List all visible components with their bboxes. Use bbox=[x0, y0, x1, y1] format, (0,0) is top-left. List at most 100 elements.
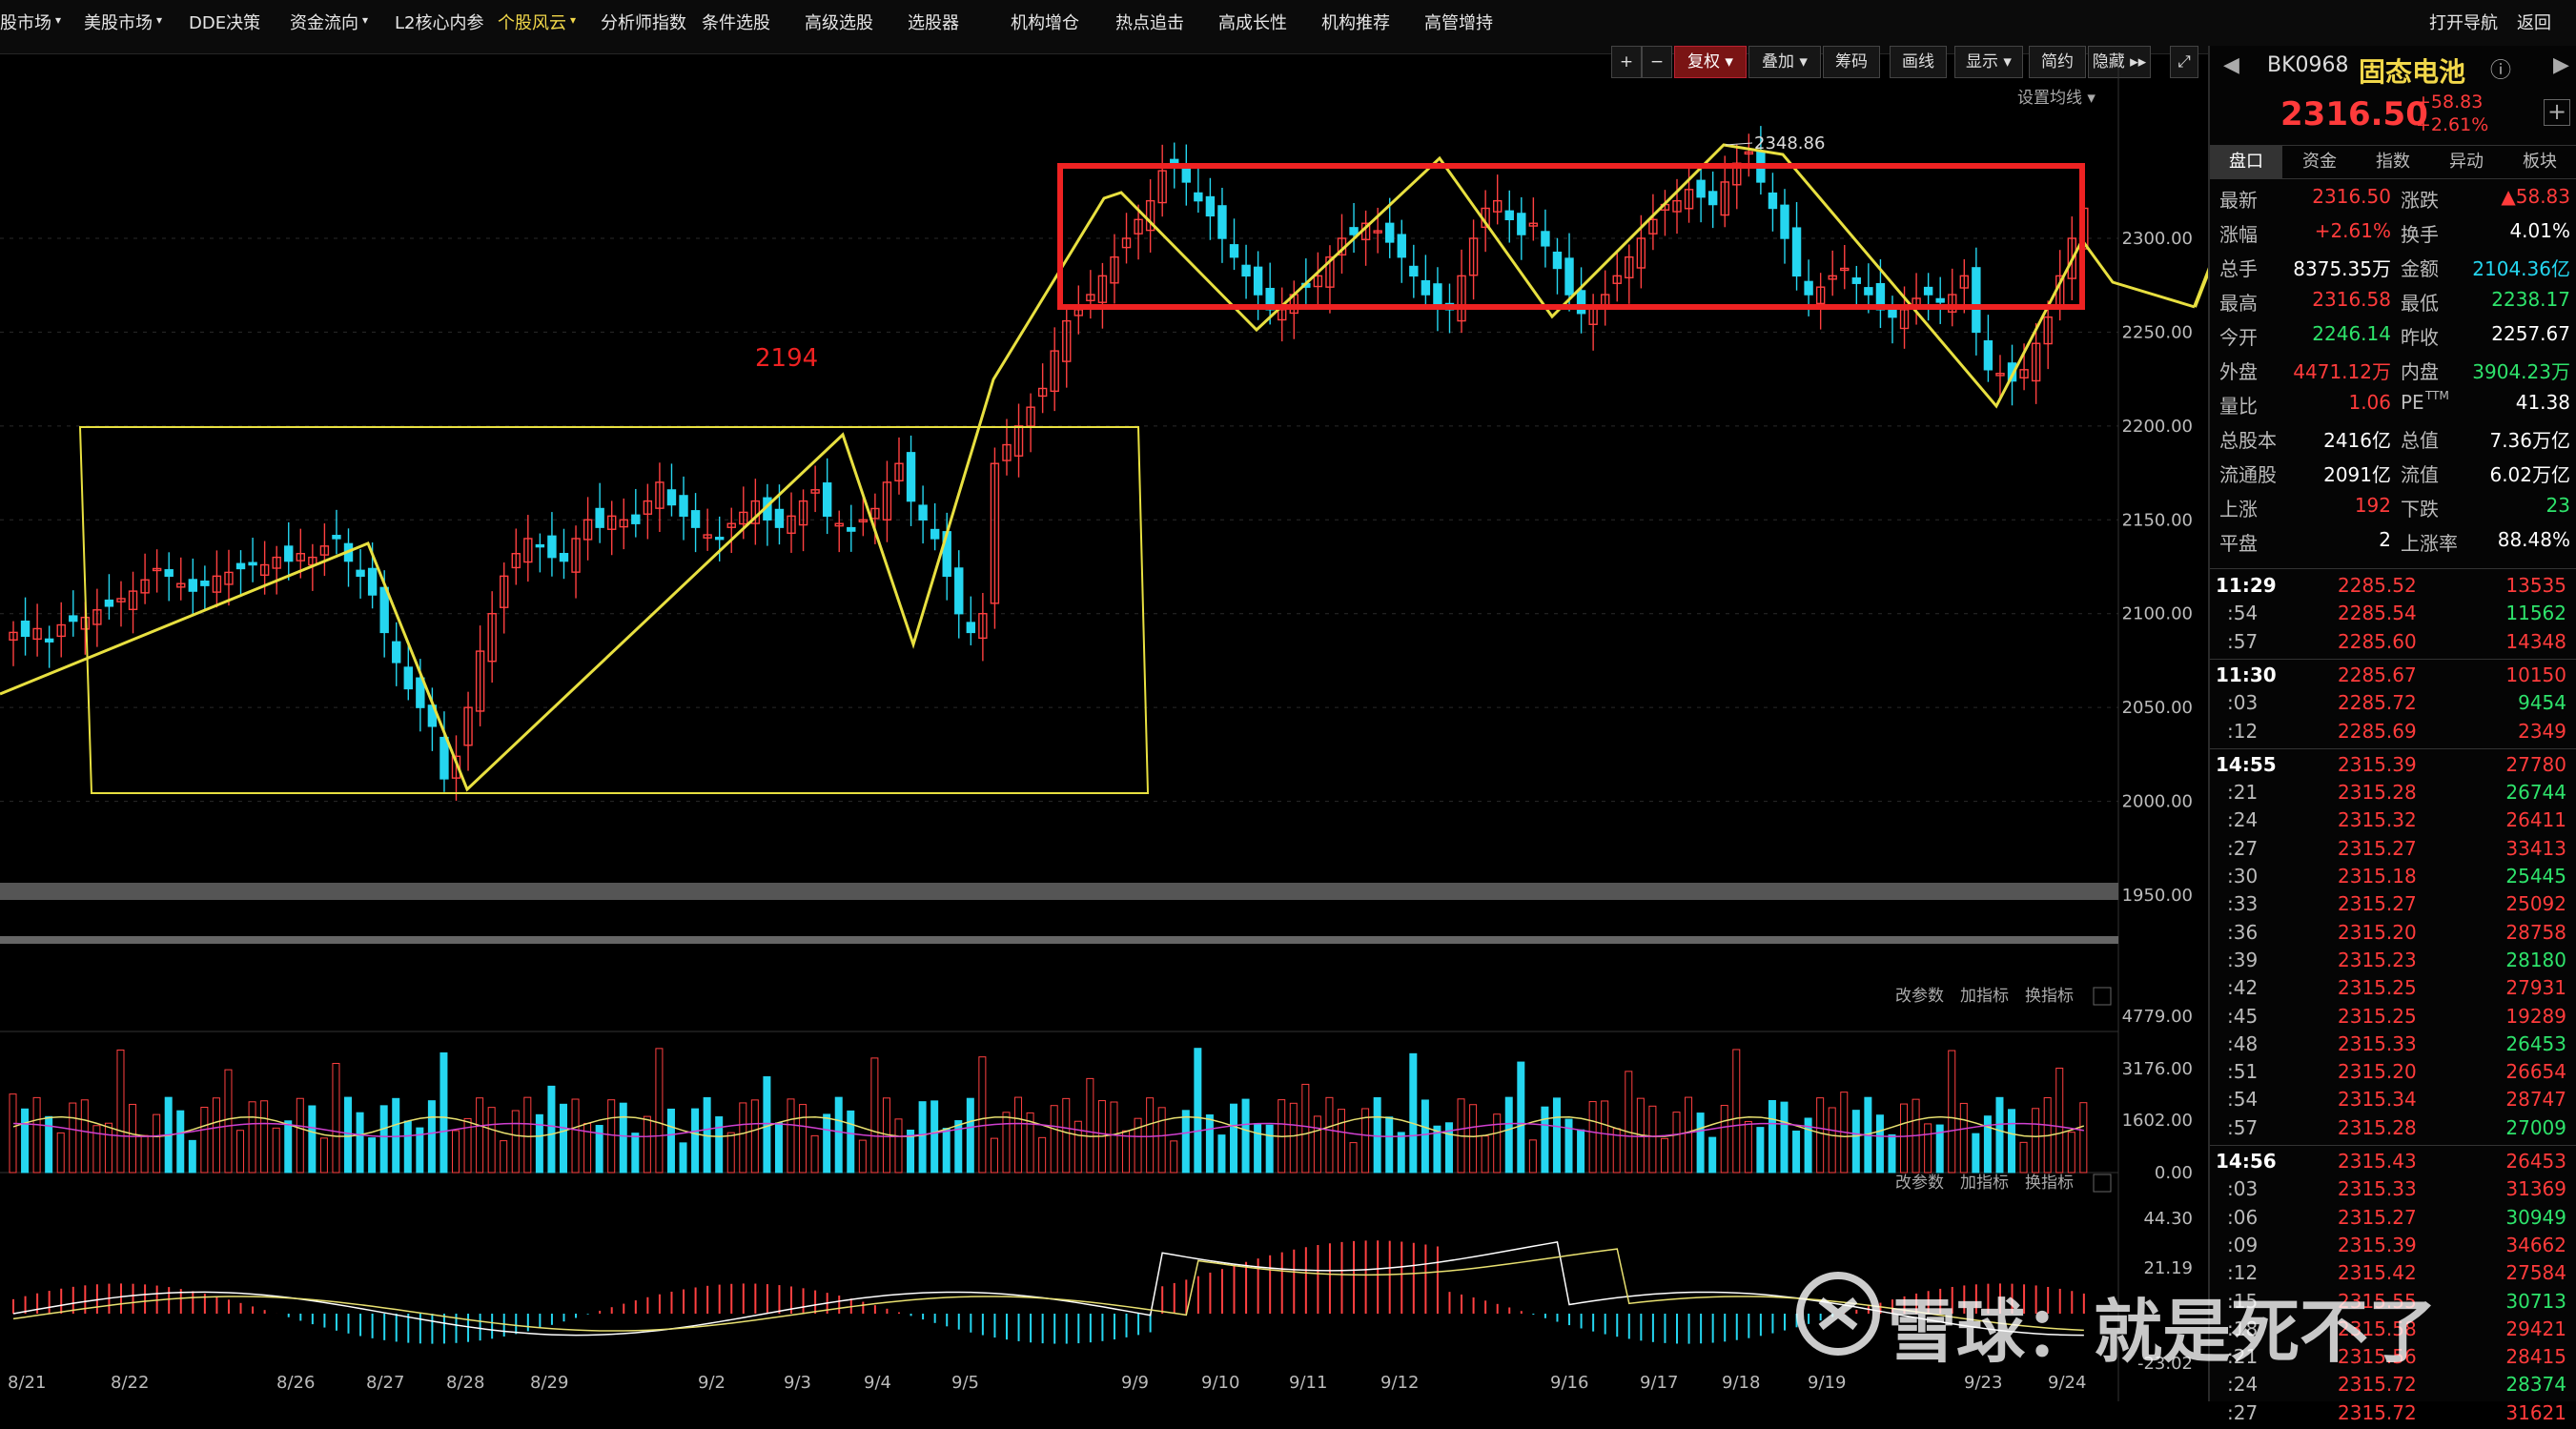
menu-item-6[interactable]: 分析师指数 bbox=[601, 13, 686, 33]
quote-tab-3[interactable]: 异动 bbox=[2449, 152, 2484, 172]
candle-body bbox=[1086, 294, 1095, 301]
fuquan-label: 复权 bbox=[1687, 52, 1721, 71]
tick-time: 14:56 bbox=[2216, 1150, 2277, 1173]
candle-body bbox=[847, 526, 856, 532]
tick-time: :57 bbox=[2227, 1115, 2259, 1139]
tick-volume: 33413 bbox=[2505, 836, 2566, 860]
candle-body bbox=[451, 755, 461, 779]
volume-bar bbox=[2008, 1109, 2016, 1174]
diejia-button[interactable]: 叠加 ▾ bbox=[1748, 46, 1821, 78]
menu-item-5[interactable]: 个股风云 bbox=[498, 13, 566, 33]
x-axis-label: 9/19 bbox=[1808, 1373, 1846, 1393]
kline-chart[interactable]: 2300.00 2250.00 2200.00 2150.00 2100.00 2050.… bbox=[0, 53, 2208, 1401]
menu-item-8[interactable]: 高级选股 bbox=[805, 13, 873, 33]
volume-bar bbox=[1409, 1052, 1418, 1174]
tick-price: 2315.42 bbox=[2338, 1261, 2417, 1285]
menu-item-9[interactable]: 选股器 bbox=[908, 13, 959, 33]
menu-item-4[interactable]: L2核心内参 bbox=[395, 13, 484, 33]
volume-bar bbox=[1122, 1130, 1131, 1174]
volume-bar bbox=[176, 1110, 185, 1174]
menu-item-7[interactable]: 条件选股 bbox=[702, 13, 770, 33]
candle-body bbox=[798, 500, 808, 526]
panel-tool-link[interactable]: 换指标 bbox=[2025, 1174, 2074, 1193]
volume-bar bbox=[1792, 1130, 1801, 1174]
stat-label: 总手 bbox=[2219, 257, 2258, 280]
volume-bar bbox=[1541, 1106, 1549, 1174]
candle-body bbox=[259, 563, 270, 576]
candle-body bbox=[1528, 222, 1539, 227]
menu-item-12[interactable]: 高成长性 bbox=[1218, 13, 1287, 33]
x-axis-label: 8/26 bbox=[276, 1373, 315, 1393]
stat-value: 2416亿 bbox=[2323, 429, 2391, 452]
menu-item-3[interactable]: 资金流向 bbox=[290, 13, 358, 33]
back-button[interactable]: 返回 bbox=[2517, 13, 2551, 33]
x-axis-label: 8/27 bbox=[366, 1373, 404, 1393]
panel-tool-link[interactable]: 加指标 bbox=[1960, 987, 2009, 1006]
open-nav-button[interactable]: 打开导航 bbox=[2429, 13, 2498, 33]
quote-tab-1[interactable]: 资金 bbox=[2302, 152, 2337, 172]
volume-bar bbox=[1851, 1110, 1860, 1174]
yincang-button[interactable]: 隐藏 ▸▸ bbox=[2088, 46, 2151, 78]
xianshi-button[interactable]: 显示 ▾ bbox=[1954, 46, 2023, 78]
zoom-out-button[interactable]: − bbox=[1642, 46, 1672, 78]
tick-volume: 28180 bbox=[2505, 948, 2566, 971]
menu-item-0[interactable]: 股市场 bbox=[0, 13, 51, 33]
stat-value: 7.36万亿 bbox=[2489, 429, 2570, 452]
menu-item-10[interactable]: 机构增仓 bbox=[1011, 13, 1079, 33]
huaxian-button[interactable]: 画线 bbox=[1890, 46, 1947, 78]
jianyue-button[interactable]: 简约 bbox=[2029, 46, 2086, 78]
candle-body bbox=[726, 522, 736, 528]
volume-bar bbox=[1493, 1113, 1502, 1174]
volume-bar bbox=[1073, 1120, 1082, 1174]
candle-body bbox=[1121, 237, 1132, 249]
candle-body bbox=[810, 489, 820, 494]
tick-time: 11:30 bbox=[2216, 663, 2277, 686]
panel-tool-link[interactable]: 改参数 bbox=[1895, 987, 1944, 1006]
quote-tab-0[interactable]: 盘口 bbox=[2210, 146, 2282, 178]
volume-bar bbox=[691, 1108, 700, 1174]
x-axis-label: 8/29 bbox=[530, 1373, 568, 1393]
menu-item-1[interactable]: 美股市场 bbox=[84, 13, 153, 33]
x-axis-label: 8/28 bbox=[446, 1373, 484, 1393]
volume-bar bbox=[978, 1056, 987, 1174]
info-icon[interactable]: ⓘ bbox=[2490, 59, 2512, 83]
yincang-label: 隐藏 bbox=[2092, 52, 2125, 71]
menu-item-2[interactable]: DDE决策 bbox=[189, 13, 261, 33]
settings-ma-link[interactable]: 设置均线 ▾ bbox=[2017, 89, 2096, 108]
quote-tab-2[interactable]: 指数 bbox=[2376, 152, 2410, 172]
volume-bar bbox=[1517, 1061, 1525, 1174]
volume-bar bbox=[21, 1108, 30, 1174]
volume-bar bbox=[2079, 1102, 2088, 1174]
candle-body bbox=[1349, 227, 1359, 235]
candle-body bbox=[990, 462, 1000, 604]
candle-body bbox=[1134, 218, 1143, 235]
tick-row: :18 2315.58 29421 bbox=[2210, 1317, 2576, 1345]
fullscreen-icon[interactable]: ⤢ bbox=[2170, 46, 2198, 78]
menu-item-11[interactable]: 热点追击 bbox=[1115, 13, 1184, 33]
quote-tab-4[interactable]: 板块 bbox=[2523, 152, 2557, 172]
add-watchlist-icon[interactable]: + bbox=[2544, 99, 2570, 126]
volume-bar bbox=[954, 1120, 963, 1174]
stat-label: 流值 bbox=[2401, 463, 2439, 486]
divider bbox=[2210, 658, 2576, 660]
volume-bar bbox=[1564, 1118, 1573, 1174]
tick-time: :27 bbox=[2227, 836, 2259, 860]
resistance-box bbox=[1057, 163, 2085, 310]
stat-value: 6.02万亿 bbox=[2489, 463, 2570, 486]
panel-tool-link[interactable]: 换指标 bbox=[2025, 987, 2074, 1006]
volume-bar bbox=[1995, 1096, 2004, 1174]
stat-value: 2091亿 bbox=[2323, 463, 2391, 486]
menu-item-14[interactable]: 高管增持 bbox=[1424, 13, 1493, 33]
tick-row: :54 2315.34 28747 bbox=[2210, 1088, 2576, 1115]
menu-item-13[interactable]: 机构推荐 bbox=[1321, 13, 1390, 33]
next-arrow-icon[interactable]: ▶ bbox=[2553, 53, 2569, 77]
panel-tool-link[interactable]: 加指标 bbox=[1960, 1174, 2009, 1193]
candle-body bbox=[834, 522, 844, 527]
volume-bar bbox=[990, 1137, 998, 1174]
chouma-button[interactable]: 筹码 bbox=[1823, 46, 1880, 78]
panel-tool-link[interactable]: 改参数 bbox=[1895, 1174, 1944, 1193]
zoom-in-button[interactable]: + bbox=[1611, 46, 1642, 78]
volume-bar bbox=[679, 1142, 687, 1174]
prev-arrow-icon[interactable]: ◀ bbox=[2223, 53, 2239, 77]
fuquan-button[interactable]: 复权 ▾ bbox=[1674, 46, 1747, 78]
